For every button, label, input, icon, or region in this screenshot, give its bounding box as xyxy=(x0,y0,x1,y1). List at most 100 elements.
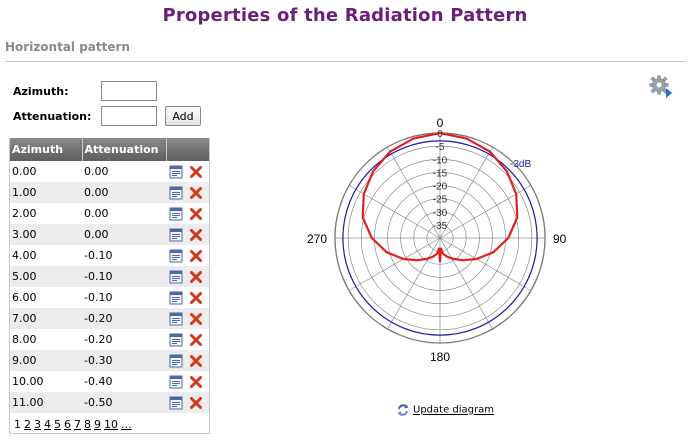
table-row: 4.00 -0.10 xyxy=(10,245,209,266)
table-row: 2.00 0.00 xyxy=(10,203,209,224)
azimuth-label: Azimuth: xyxy=(13,85,69,98)
table-row: 11.00 -0.50 xyxy=(10,392,209,413)
edit-icon[interactable] xyxy=(169,396,183,410)
azimuth-cell: 11.00 xyxy=(10,392,82,413)
row-actions xyxy=(166,350,209,371)
column-header-azimuth[interactable]: Azimuth xyxy=(10,138,83,161)
delete-icon[interactable] xyxy=(189,375,203,389)
edit-icon[interactable] xyxy=(169,333,183,347)
delete-icon[interactable] xyxy=(189,291,203,305)
edit-icon[interactable] xyxy=(169,186,183,200)
azimuth-cell: 5.00 xyxy=(10,266,82,287)
azimuth-cell: 7.00 xyxy=(10,308,82,329)
attenuation-label: Attenuation: xyxy=(13,110,92,123)
page-link-3[interactable]: 3 xyxy=(34,418,41,431)
radial-tick-label: -30 xyxy=(433,208,448,219)
page-link-2[interactable]: 2 xyxy=(24,418,31,431)
delete-icon[interactable] xyxy=(189,312,203,326)
page-link-8[interactable]: 8 xyxy=(84,418,91,431)
row-actions xyxy=(166,392,209,413)
azimuth-cell: 0.00 xyxy=(12,165,37,178)
table-row: 3.00 0.00 xyxy=(10,224,209,245)
row-actions xyxy=(166,266,209,287)
attenuation-cell: -0.10 xyxy=(82,266,166,287)
page-link-5[interactable]: 5 xyxy=(54,418,61,431)
grid-spoke xyxy=(348,237,441,291)
update-diagram-label: Update diagram xyxy=(413,404,494,416)
edit-icon[interactable] xyxy=(169,312,183,326)
edit-icon[interactable] xyxy=(169,270,183,284)
delete-icon[interactable] xyxy=(189,249,203,263)
pattern-curve xyxy=(361,131,519,263)
delete-icon[interactable] xyxy=(189,207,203,221)
attenuation-cell: -0.20 xyxy=(84,333,113,346)
angle-label: 90 xyxy=(553,232,567,246)
table-row: 9.00 -0.30 xyxy=(10,350,209,371)
attenuation-cell: 0.00 xyxy=(82,182,166,203)
azimuth-cell: 9.00 xyxy=(10,350,82,371)
azimuth-cell: 1.00 xyxy=(10,182,82,203)
row-actions xyxy=(166,182,209,203)
grid-spoke xyxy=(439,146,493,239)
row-actions xyxy=(166,287,209,308)
table-row: 6.00 -0.10 xyxy=(10,287,209,308)
delete-icon[interactable] xyxy=(189,228,203,242)
row-actions xyxy=(166,203,209,224)
row-actions xyxy=(166,329,209,350)
azimuth-cell: 2.00 xyxy=(12,207,37,220)
page-title: Properties of the Radiation Pattern xyxy=(162,5,528,26)
page-link-4[interactable]: 4 xyxy=(44,418,51,431)
delete-icon[interactable] xyxy=(189,186,203,200)
page-link-10[interactable]: 10 xyxy=(104,418,118,431)
add-button[interactable]: Add xyxy=(165,106,201,126)
threshold-label: -3dB xyxy=(510,159,531,170)
delete-icon[interactable] xyxy=(189,396,203,410)
angle-label: 0 xyxy=(437,116,444,130)
edit-icon[interactable] xyxy=(169,249,183,263)
row-actions xyxy=(166,245,209,266)
edit-icon[interactable] xyxy=(169,354,183,368)
refresh-icon xyxy=(397,404,409,416)
delete-icon[interactable] xyxy=(189,165,203,179)
edit-icon[interactable] xyxy=(169,375,183,389)
table-header-row: Azimuth Attenuation xyxy=(10,138,209,161)
azimuth-input[interactable] xyxy=(101,81,157,101)
edit-icon[interactable] xyxy=(169,291,183,305)
radial-tick-label: 0 xyxy=(437,129,443,140)
table-row: 8.00 -0.20 xyxy=(10,329,209,350)
page-link-7[interactable]: 7 xyxy=(74,418,81,431)
edit-icon[interactable] xyxy=(169,207,183,221)
edit-icon[interactable] xyxy=(169,228,183,242)
table-row: 7.00 -0.20 xyxy=(10,308,209,329)
column-header-attenuation[interactable]: Attenuation xyxy=(82,138,167,161)
attenuation-cell: 0.00 xyxy=(84,207,109,220)
page-link-1: 1 xyxy=(14,418,21,431)
delete-icon[interactable] xyxy=(189,333,203,347)
radial-tick-label: -15 xyxy=(433,168,448,179)
attenuation-cell: -0.50 xyxy=(82,392,166,413)
update-diagram-link[interactable]: Update diagram xyxy=(396,403,494,417)
azimuth-cell: 4.00 xyxy=(12,249,37,262)
radial-tick-label: -25 xyxy=(433,195,448,206)
attenuation-cell: -0.10 xyxy=(84,291,113,304)
delete-icon[interactable] xyxy=(189,270,203,284)
grid-spoke xyxy=(439,237,493,330)
table-row: 10.00 -0.40 xyxy=(10,371,209,392)
table-row: 0.00 0.00 xyxy=(10,161,209,182)
page-link-more[interactable]: ... xyxy=(121,418,132,431)
radial-tick-label: -20 xyxy=(433,182,448,193)
page-link-9[interactable]: 9 xyxy=(94,418,101,431)
attenuation-cell: -0.10 xyxy=(84,249,113,262)
edit-icon[interactable] xyxy=(169,165,183,179)
pagination: 1 2 3 4 5 6 7 8 9 10... xyxy=(14,418,135,431)
delete-icon[interactable] xyxy=(189,354,203,368)
attenuation-input[interactable] xyxy=(101,106,157,126)
column-header-actions xyxy=(166,138,209,161)
table-row: 5.00 -0.10 xyxy=(10,266,209,287)
gear-icon[interactable] xyxy=(649,75,673,99)
azimuth-cell: 3.00 xyxy=(10,224,82,245)
page-link-6[interactable]: 6 xyxy=(64,418,71,431)
attenuation-cell: -0.40 xyxy=(84,375,113,388)
azimuth-cell: 8.00 xyxy=(12,333,37,346)
azimuth-cell: 10.00 xyxy=(12,375,44,388)
